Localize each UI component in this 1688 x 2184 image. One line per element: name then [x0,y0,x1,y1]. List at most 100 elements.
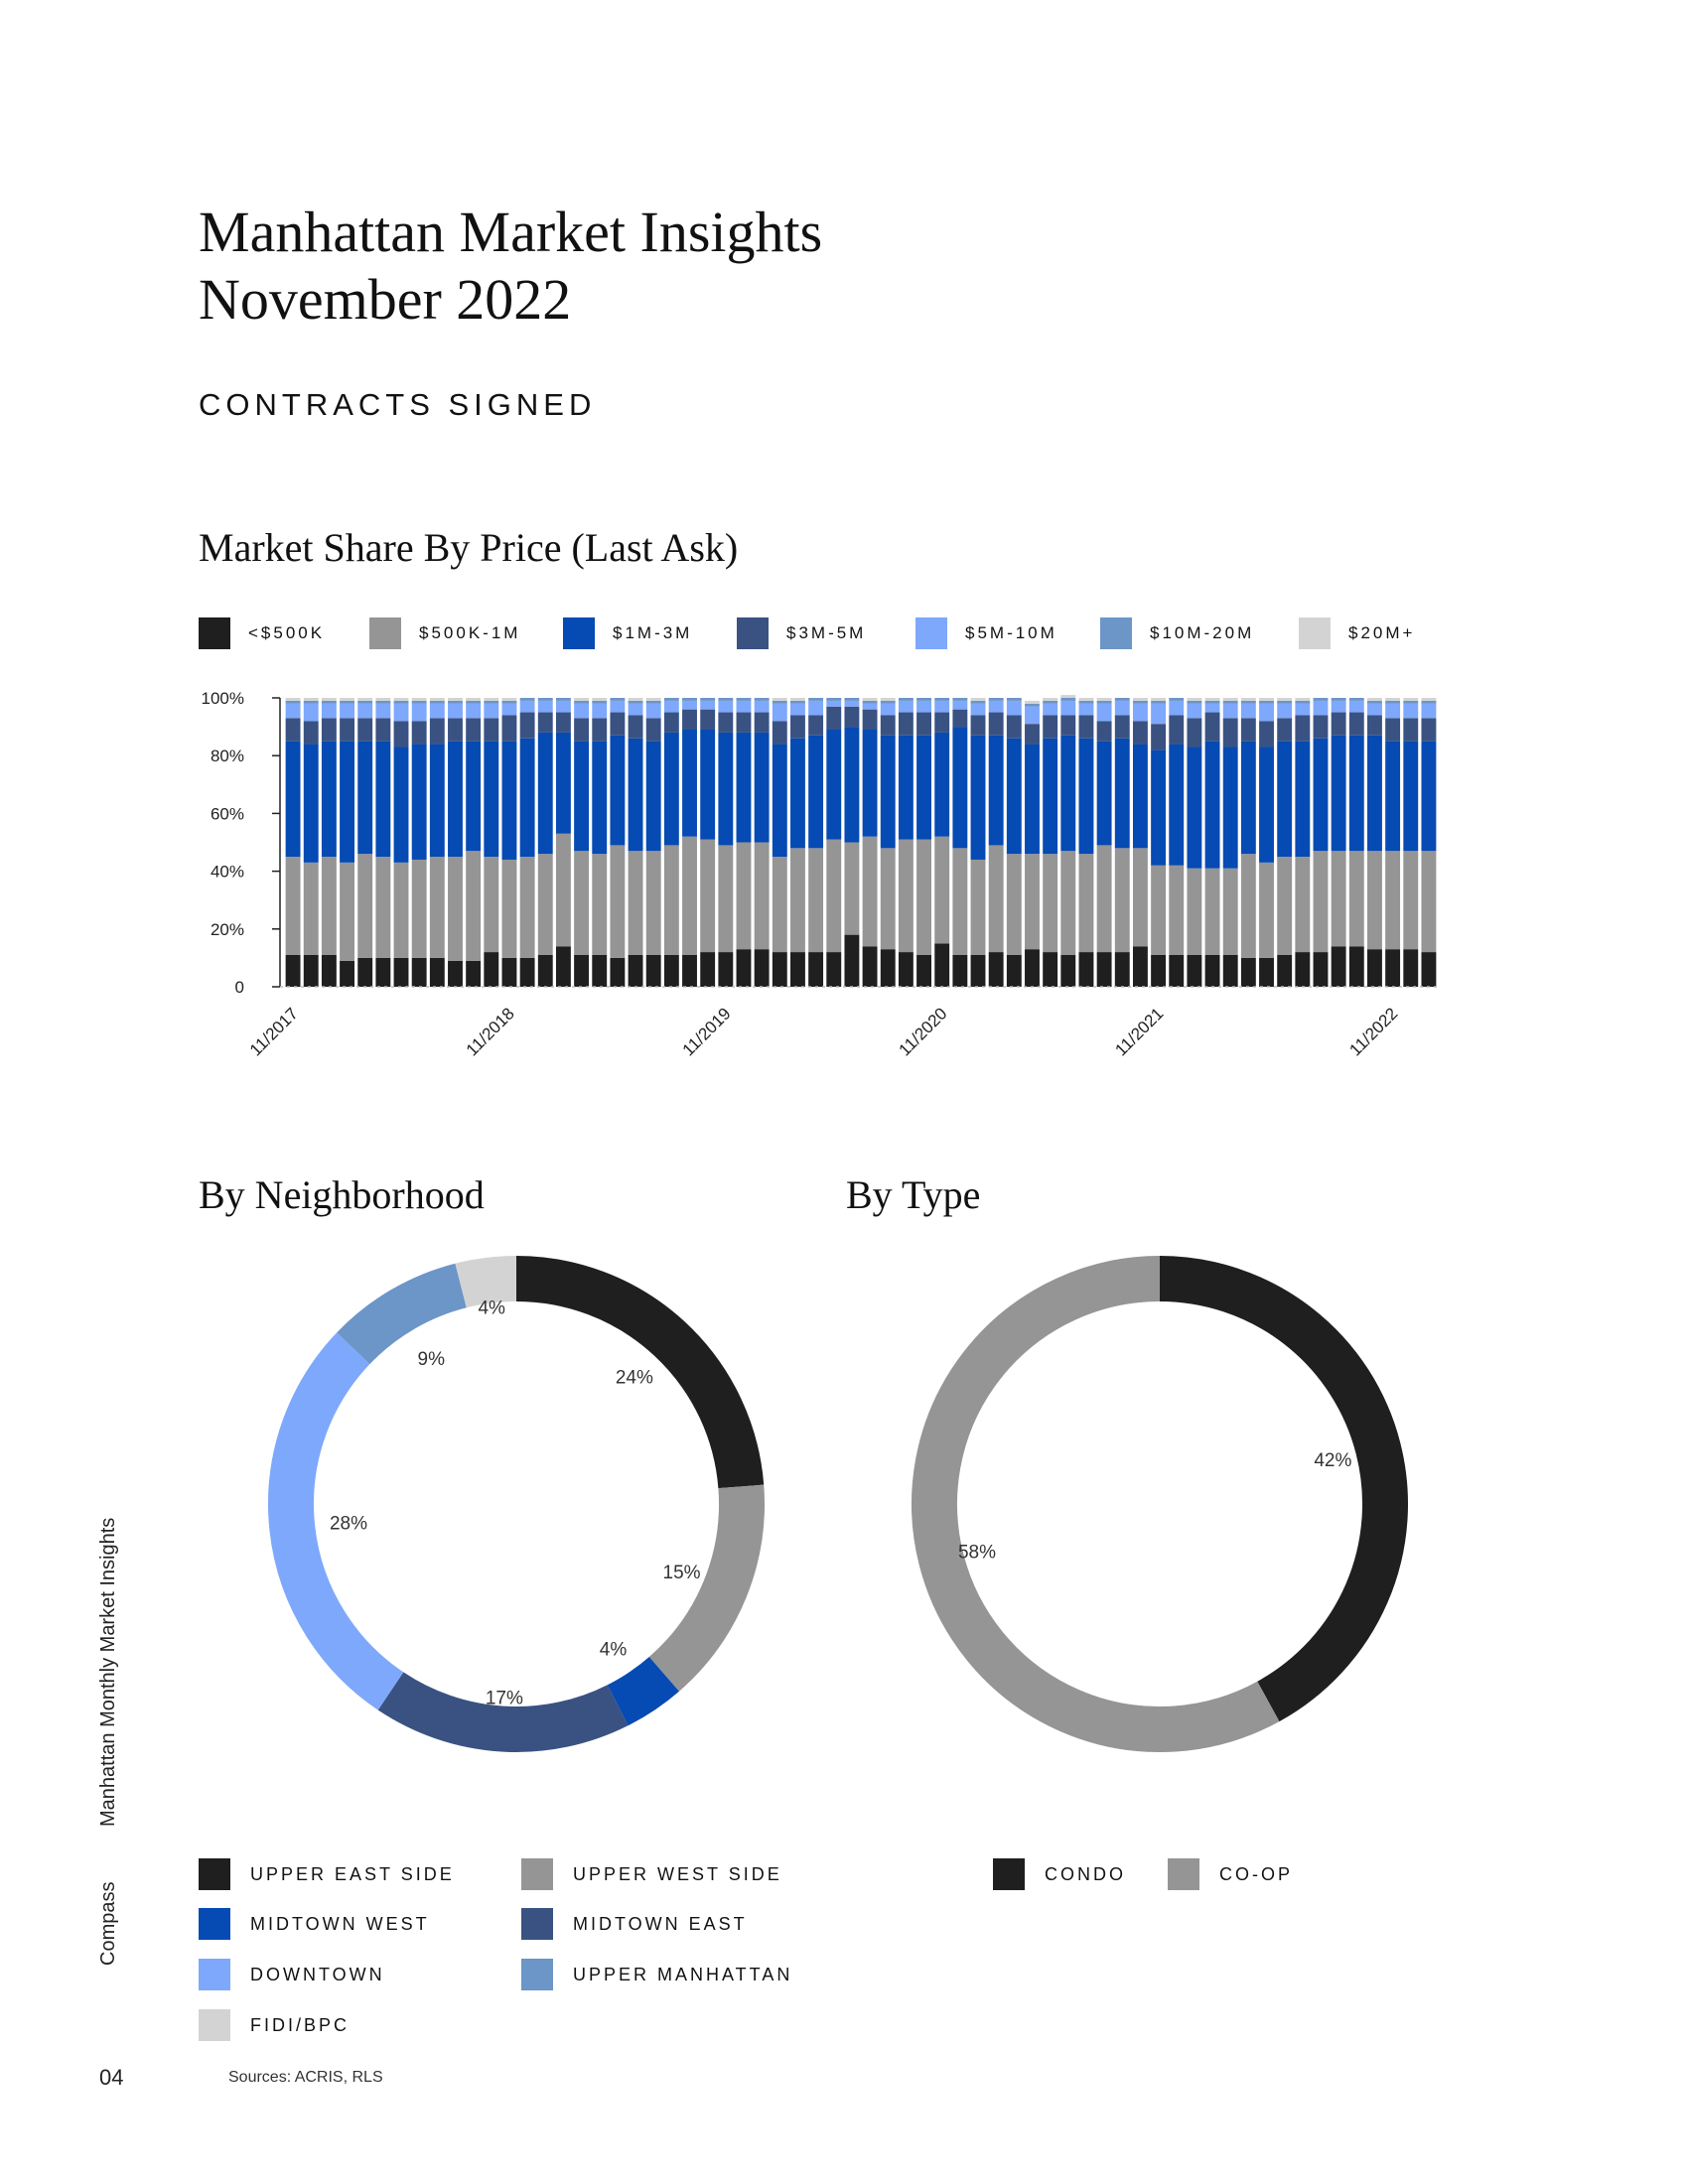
legend-label: MIDTOWN WEST [250,1913,430,1934]
donut-value-label: 58% [958,1542,996,1563]
bar-segment [1385,718,1401,742]
bar-segment [448,700,463,704]
bar-segment [862,709,878,731]
bar-segment [1096,698,1112,701]
type-title: By Type [846,1172,981,1217]
bar-segment [1421,703,1437,719]
x-tick-label: 11/2017 [246,1004,302,1059]
bar-segment [1006,700,1022,716]
bar-segment [1078,738,1094,855]
y-tick-label: 40% [211,863,244,882]
legend-item-condo: CONDO [993,1858,1126,1890]
legend-swatch [199,1959,230,1990]
report-date: November 2022 [199,267,572,332]
bar-segment [862,703,878,710]
section-heading: CONTRACTS SIGNED [199,387,597,422]
bar-segment [880,703,896,716]
x-tick-label: 11/2020 [896,1004,951,1059]
bar-segment [682,730,697,837]
bar-segment [429,700,445,704]
bar-segment [1025,854,1040,950]
bar-segment [916,698,931,701]
bar-segment [663,954,679,987]
bar-segment [663,698,679,701]
bar-segment [501,957,517,987]
bar-segment [736,700,752,713]
bar-segment [592,698,608,701]
bar-segment [466,851,482,961]
bar-segment [682,954,697,987]
bar-segment [340,700,354,704]
legend-item-upper-east-side: UPPER EAST SIDE [199,1858,455,1890]
bar-segment [1151,865,1167,955]
bar-segment [501,698,517,701]
bar-segment [988,952,1004,987]
bar-segment [1403,700,1419,704]
donut-slice [1159,1256,1408,1722]
bar-segment [916,954,931,987]
type-donut-chart: 42% 58% [912,1256,1408,1752]
bar-segment [519,700,535,713]
bar-segment [1060,851,1076,955]
bar-segment [1187,718,1202,748]
legend-item-fidi-bpc: FIDI/BPC [199,2009,350,2041]
bar-segment [537,698,553,701]
bar-segment [1313,700,1329,716]
bar-segment [1043,698,1058,701]
bar-segment [1060,700,1076,716]
bar-segment [772,698,787,701]
bar-segment [970,698,986,701]
legend-item-midtown-west: MIDTOWN WEST [199,1908,430,1940]
legend-swatch [199,2009,230,2041]
bar-segment [934,698,950,701]
bar-segment [303,744,319,863]
donut-value-label: 4% [600,1639,628,1660]
bar-segment [1313,715,1329,739]
bar-segment [303,703,319,722]
bar-segment [501,741,517,860]
bar-segment [592,703,608,719]
bar-segment [1078,715,1094,739]
bar-segment [718,732,734,846]
bar-segment [1331,851,1346,947]
bar-segment [663,845,679,955]
bar-segment [610,845,626,958]
bar-segment [970,735,986,860]
legend-item-upper-manhattan: UPPER MANHATTAN [521,1959,792,1990]
bar-segment [700,839,716,953]
bar-segment [754,732,770,843]
bar-segment [303,721,319,745]
bar-segment [1169,700,1185,716]
donut-slice [607,1656,679,1726]
bar-segment [844,698,860,701]
bar-segment [393,862,409,958]
bar-segment [340,862,354,961]
bar-segment [808,735,824,849]
bar-segment [988,735,1004,846]
bar-segment [1060,695,1076,698]
bar-segment [429,698,445,701]
bar-segment [411,744,427,860]
bar-segment [1313,698,1329,701]
bar-segment [340,703,354,719]
legend-label: $1M-3M [613,623,693,642]
donut-value-label: 4% [478,1298,505,1319]
legend-swatch [199,617,230,649]
bar-segment [466,718,482,742]
bar-segment [574,703,590,719]
bar-segment [934,943,950,987]
bar-segment [1006,854,1022,955]
bar-segment [610,698,626,701]
bar-segment [1385,949,1401,987]
bar-segment [484,703,499,719]
bar-segment [1295,715,1311,742]
bar-segment [448,741,463,858]
bar-segment [484,952,499,987]
bar-segment [916,700,931,713]
bar-segment [790,848,805,953]
bar-segment [1222,718,1238,748]
donut-slice [337,1263,468,1365]
y-tick-label: 0 [235,978,244,997]
bar-segment [592,741,608,855]
bar-segment [952,698,968,701]
